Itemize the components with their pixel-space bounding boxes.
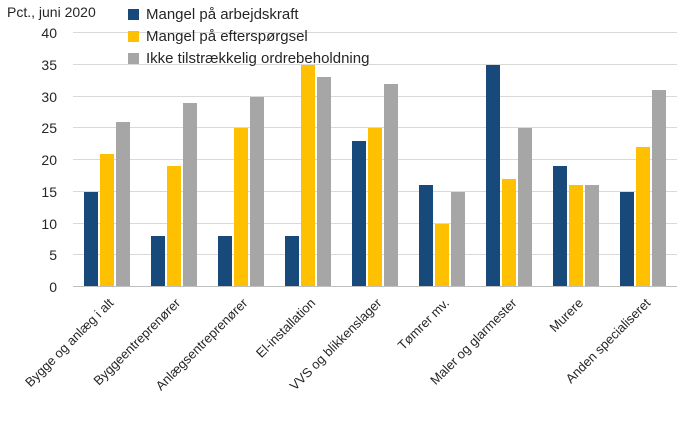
bar bbox=[569, 185, 584, 287]
bar-group-2 bbox=[217, 33, 264, 287]
bar bbox=[217, 236, 232, 287]
bar-group-4 bbox=[351, 33, 398, 287]
bar bbox=[451, 191, 466, 287]
x-axis-labels: Bygge og anlæg i alt Byggeentreprenører An… bbox=[22, 292, 677, 430]
bar bbox=[182, 102, 197, 287]
bar bbox=[553, 166, 568, 287]
x-axis-line bbox=[73, 286, 677, 287]
legend-item-2: Ikke tilstrækkelig ordrebeholdning bbox=[128, 49, 369, 67]
bar bbox=[316, 77, 331, 287]
bar bbox=[502, 179, 517, 287]
bar bbox=[300, 64, 315, 287]
bar bbox=[367, 128, 382, 287]
gridline-40 bbox=[73, 32, 677, 33]
bar bbox=[652, 90, 667, 287]
bar bbox=[115, 121, 130, 287]
bar-group-8 bbox=[620, 33, 667, 287]
y-axis: 0 5 10 15 20 25 30 35 40 bbox=[0, 26, 57, 294]
y-tick-label: 25 bbox=[41, 120, 57, 137]
gridline-25 bbox=[73, 127, 677, 129]
y-tick-label: 5 bbox=[49, 247, 57, 264]
bar bbox=[585, 185, 600, 287]
y-tick-label: 15 bbox=[41, 183, 57, 200]
y-tick-label: 30 bbox=[41, 88, 57, 105]
x-tick-label: Murere bbox=[546, 295, 587, 336]
legend-swatch-icon bbox=[128, 8, 139, 20]
legend-label: Ikke tilstrækkelig ordrebeholdning bbox=[146, 49, 370, 67]
bar bbox=[233, 128, 248, 287]
bar-group-5 bbox=[419, 33, 466, 287]
legend-item-0: Mangel på arbejdskraft bbox=[128, 5, 369, 23]
bar bbox=[249, 96, 264, 287]
bar-group-1 bbox=[150, 33, 197, 287]
bar-group-3 bbox=[284, 33, 331, 287]
x-tick-label: Tømrer mv. bbox=[394, 295, 453, 353]
bar bbox=[620, 191, 635, 287]
y-tick-label: 40 bbox=[41, 25, 57, 41]
bar bbox=[518, 128, 533, 287]
gridline-35 bbox=[73, 63, 677, 65]
bar-group-6 bbox=[486, 33, 533, 287]
legend-swatch-icon bbox=[128, 30, 139, 42]
bar bbox=[383, 83, 398, 287]
bar bbox=[150, 236, 165, 287]
bar bbox=[419, 185, 434, 287]
y-tick-label: 0 bbox=[49, 279, 57, 295]
bar bbox=[636, 147, 651, 287]
plot-area bbox=[73, 32, 677, 287]
bar bbox=[351, 140, 366, 287]
bar bbox=[83, 191, 98, 287]
chart-title: Pct., juni 2020 bbox=[7, 4, 96, 20]
y-tick-label: 35 bbox=[41, 56, 57, 73]
bar bbox=[284, 236, 299, 287]
x-tick-label: El-installation bbox=[252, 295, 318, 361]
bar bbox=[99, 153, 114, 287]
legend-label: Mangel på efterspørgsel bbox=[146, 27, 308, 45]
legend-label: Mangel på arbejdskraft bbox=[146, 5, 299, 23]
legend: Mangel på arbejdskraft Mangel på efterspø… bbox=[128, 5, 369, 67]
legend-swatch-icon bbox=[128, 52, 139, 64]
bar-group-7 bbox=[553, 33, 600, 287]
y-tick-label: 20 bbox=[41, 152, 57, 168]
bar-groups bbox=[73, 33, 677, 287]
bar bbox=[435, 223, 450, 287]
y-tick-label: 10 bbox=[41, 215, 57, 232]
legend-item-1: Mangel på efterspørgsel bbox=[128, 27, 369, 45]
gridline-30 bbox=[73, 95, 677, 97]
bar-group-0 bbox=[83, 33, 130, 287]
bar bbox=[166, 166, 181, 287]
bar bbox=[486, 64, 501, 287]
